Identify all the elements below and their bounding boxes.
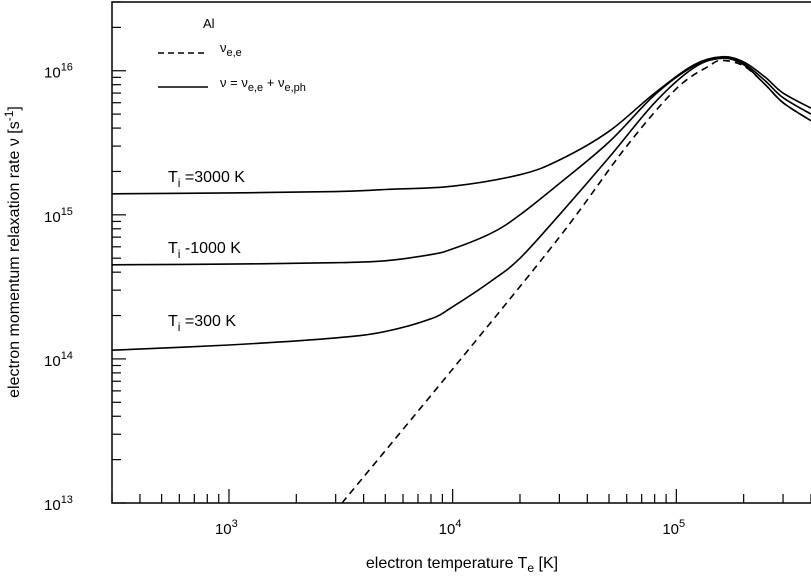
legend: Al νe,e ν = νe,e + νe,ph [158,16,306,94]
legend-title: Al [203,16,215,31]
curve-label-ti: Ti =3000 K [168,169,245,190]
curve-label-ti: Ti -1000 K [168,240,241,261]
y-tick-labels: 1013 1014 1015 1016 [44,62,73,514]
curve-ti-1 [111,56,811,266]
tick-marks [111,1,811,504]
curve-labels: Ti =3000 K Ti -1000 K Ti =300 K [168,169,245,334]
curve-nu-ee-dashed [341,59,811,504]
x-tick-label: 104 [439,518,462,538]
x-tick-label: 105 [662,518,685,538]
legend-entry-nu-ee: νe,e [220,40,242,59]
curves [111,55,811,504]
y-tick-label: 1014 [44,350,73,370]
y-tick-label: 1013 [44,494,73,514]
curve-ti-0 [111,55,811,195]
plot-frame [111,1,811,504]
x-tick-label: 103 [215,518,238,538]
legend-entry-nu-total: ν = νe,e + νe,ph [220,75,306,94]
y-axis-label: electron momentum relaxation rate ν [s-1… [2,106,23,398]
y-tick-label: 1015 [44,206,73,226]
y-tick-label: 1016 [44,62,73,82]
plot-frame-group [111,1,811,504]
curve-ti-2 [111,57,811,351]
x-tick-labels: 103 104 105 [215,518,685,538]
curve-label-ti: Ti =300 K [168,313,236,334]
x-axis-label: electron temperature Te [K] [366,555,558,575]
